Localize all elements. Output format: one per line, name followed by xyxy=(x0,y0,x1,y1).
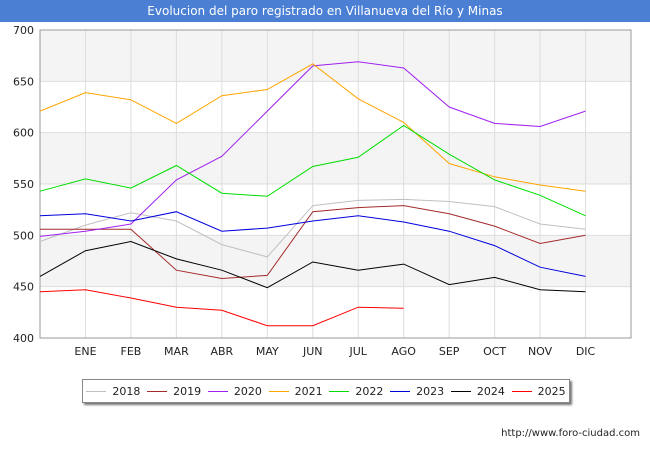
x-tick-label: JUL xyxy=(349,345,368,358)
x-tick-label: AGO xyxy=(391,345,416,358)
x-tick-label: MAY xyxy=(256,345,279,358)
x-axis-ticks: ENE FEB MAR ABR MAY JUN JUL AGO SEP OCT NOV DIC xyxy=(74,345,595,358)
legend-label: 2018 xyxy=(112,384,141,398)
x-tick-label: DIC xyxy=(576,345,596,358)
legend-label: 2019 xyxy=(173,384,202,398)
legend-label: 2022 xyxy=(355,384,384,398)
legend-swatch xyxy=(268,390,289,392)
x-tick-label: FEB xyxy=(121,345,142,358)
legend-label: 2021 xyxy=(294,384,323,398)
y-tick-label: 700 xyxy=(13,24,34,37)
series-lines xyxy=(39,61,586,327)
plot-band xyxy=(40,132,631,184)
legend-swatch xyxy=(390,390,411,392)
legend-item-2021: 2021 xyxy=(268,384,323,398)
legend-swatch xyxy=(147,390,168,392)
y-tick-label: 400 xyxy=(13,332,34,345)
y-tick-label: 550 xyxy=(13,178,34,191)
legend-item-2023: 2023 xyxy=(390,385,444,398)
legend-item-2020: 2020 xyxy=(207,384,262,398)
plot-bands xyxy=(40,30,631,287)
legend-item-2024: 2024 xyxy=(450,384,505,398)
x-tick-label: JUN xyxy=(302,345,323,358)
y-tick-label: 450 xyxy=(13,281,34,294)
legend-label: 2024 xyxy=(476,384,505,398)
x-tick-label: ABR xyxy=(210,345,233,358)
y-tick-label: 500 xyxy=(13,229,34,242)
legend-label: 2025 xyxy=(537,384,566,398)
plot-frame xyxy=(39,29,632,339)
series-line-2021 xyxy=(39,63,586,192)
series-line-2019 xyxy=(40,205,586,280)
legend-swatch xyxy=(86,390,107,392)
x-tick-label: NOV xyxy=(528,345,553,358)
series-line-2018 xyxy=(39,198,586,258)
series-line-2025 xyxy=(39,289,404,327)
legend-swatch xyxy=(207,390,228,392)
x-tick-label: ENE xyxy=(74,345,96,358)
source-link[interactable]: http://www.foro-ciudad.com xyxy=(501,428,640,439)
legend-item-2019: 2019 xyxy=(147,385,201,398)
legend-swatch xyxy=(329,390,350,392)
plot-band xyxy=(40,30,631,82)
chart-title: Evolucion del paro registrado en Villanu… xyxy=(0,0,650,22)
y-axis-ticks: 400 450 500 550 600 650 700 xyxy=(13,24,34,345)
y-tick-label: 600 xyxy=(13,127,34,140)
legend-label: 2020 xyxy=(233,384,262,398)
y-tick-label: 650 xyxy=(13,75,34,88)
legend-item-2018: 2018 xyxy=(86,385,140,398)
x-tick-label: MAR xyxy=(164,345,189,358)
x-tick-label: SEP xyxy=(439,345,460,358)
series-line-2023 xyxy=(39,211,586,277)
series-line-2020 xyxy=(39,61,586,237)
legend-item-2022: 2022 xyxy=(329,385,383,398)
legend: 2018 2019 2020 2021 2022 2023 2024 2025 xyxy=(82,379,570,403)
series-line-2024 xyxy=(39,240,586,293)
legend-label: 2023 xyxy=(416,384,445,398)
legend-item-2025: 2025 xyxy=(511,384,566,398)
series-line-2022 xyxy=(39,124,586,217)
x-tick-label: OCT xyxy=(483,345,506,358)
legend-swatch xyxy=(511,390,532,392)
legend-swatch xyxy=(450,390,471,392)
